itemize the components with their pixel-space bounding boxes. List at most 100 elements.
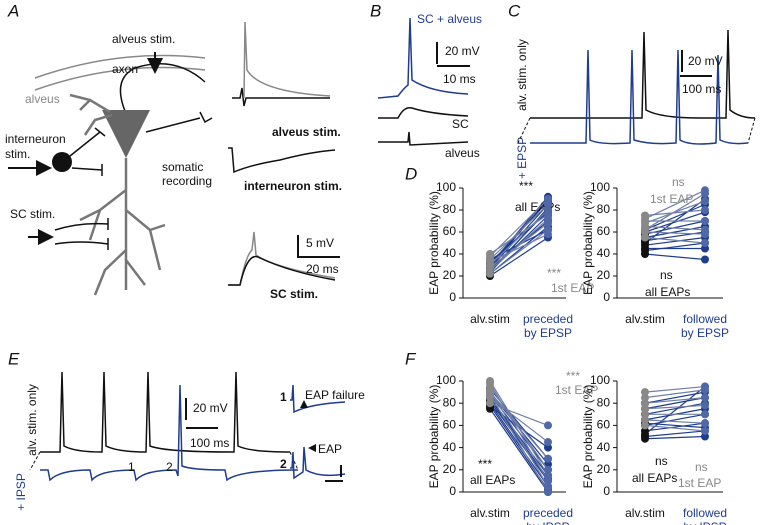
pair-line — [644, 397, 706, 410]
scale-bar — [325, 465, 343, 482]
point — [544, 488, 552, 496]
trace — [530, 49, 749, 145]
connector — [517, 117, 756, 144]
sc-stim-label: SC stim. — [10, 207, 55, 221]
x-tick-label: alv.stim — [470, 506, 510, 520]
pair-line — [489, 233, 549, 263]
y-tick-label: 20 — [443, 462, 457, 476]
y-tick-label: 60 — [597, 224, 611, 238]
pair-line — [644, 402, 706, 415]
pair-line — [489, 400, 549, 482]
pair-line — [489, 408, 549, 493]
trace — [530, 29, 756, 119]
alveus-stim-label: alveus stim. — [112, 32, 175, 46]
series-label: all EAPs — [470, 473, 515, 487]
point — [544, 200, 552, 209]
point — [641, 421, 649, 430]
x-tick-label: by EPSP — [681, 326, 729, 340]
series-label: 1st EAP — [551, 281, 594, 295]
y-tick-label: 80 — [443, 202, 457, 216]
point — [544, 219, 552, 228]
y-tick-label: 100 — [436, 373, 456, 387]
pair-line — [489, 391, 549, 460]
scale-label: 100 ms — [682, 82, 721, 96]
point — [486, 252, 494, 261]
x-tick-label: by IPSP — [526, 520, 569, 525]
series-label: all EAPs — [515, 200, 560, 214]
series-label: all EAPs — [632, 471, 677, 485]
series-label: 1st EAP — [555, 383, 598, 397]
significance: ns — [695, 460, 708, 474]
point — [701, 186, 709, 195]
alveus-arc — [34, 54, 206, 79]
scale-label: 20 ms — [306, 262, 339, 276]
point — [544, 210, 552, 219]
point — [641, 388, 649, 397]
y-tick-label: 40 — [597, 246, 611, 260]
interneuron — [52, 152, 72, 172]
trace — [40, 384, 299, 482]
y-tick-label: 0 — [603, 484, 610, 498]
y-tick-label: 20 — [597, 268, 611, 282]
x-tick-label: by IPSP — [683, 520, 726, 525]
series-label: all EAPs — [645, 285, 690, 299]
point — [641, 410, 649, 419]
panel-label: B — [370, 1, 381, 20]
interneuron-label: interneuron — [5, 132, 66, 146]
trace — [232, 87, 330, 107]
point — [641, 430, 649, 439]
point — [544, 443, 552, 452]
sc-axons — [54, 218, 109, 250]
pair-line — [489, 380, 549, 476]
point — [486, 379, 494, 388]
trace — [228, 231, 336, 286]
point — [544, 438, 552, 447]
trace-label: interneuron stim. — [244, 179, 342, 193]
y-tick-label: 40 — [443, 440, 457, 454]
scale-label: 20 mV — [688, 54, 723, 68]
point — [544, 482, 552, 491]
scale-label: 20 mV — [193, 401, 228, 415]
point — [701, 225, 709, 234]
y-axis-label: EAP probability (%) — [427, 191, 441, 295]
x-tick-label: preceded — [523, 506, 573, 520]
arrowhead — [308, 444, 316, 452]
y-tick-label: 0 — [449, 484, 456, 498]
recording-label: recording — [162, 174, 212, 188]
point — [486, 399, 494, 408]
pair-line — [644, 242, 706, 252]
panel-e: E alv. stim. only + IPSP 20 mV 100 ms 1 … — [8, 349, 365, 510]
trace-label: alv. stim. only — [25, 384, 39, 456]
pair-line — [644, 397, 706, 404]
trace-label: + IPSP — [14, 473, 28, 511]
pair-line — [644, 211, 706, 233]
trace-label: alveus stim. — [272, 125, 341, 139]
axon-label: axon — [112, 62, 138, 76]
y-tick-label: 20 — [597, 462, 611, 476]
pair-line — [489, 204, 549, 260]
point — [544, 454, 552, 463]
alveus-label: alveus — [25, 92, 60, 106]
y-tick-label: 60 — [443, 418, 457, 432]
inset-number: 1 — [280, 390, 287, 404]
scale-label: 10 ms — [443, 72, 476, 86]
pair-line — [489, 382, 549, 482]
pair-line — [644, 430, 706, 438]
connector — [29, 451, 299, 471]
y-tick-label: 60 — [597, 418, 611, 432]
scale-bar — [680, 50, 712, 77]
point — [701, 197, 709, 206]
point — [641, 246, 649, 255]
y-tick-label: 60 — [443, 224, 457, 238]
point — [641, 415, 649, 424]
point — [486, 257, 494, 266]
x-tick-label: alv.stim — [625, 506, 665, 520]
point — [641, 393, 649, 402]
soma — [102, 110, 150, 158]
pair-line — [644, 422, 706, 429]
x-tick-label: followed — [683, 312, 727, 326]
trace — [40, 371, 291, 453]
pair-line — [644, 236, 706, 244]
